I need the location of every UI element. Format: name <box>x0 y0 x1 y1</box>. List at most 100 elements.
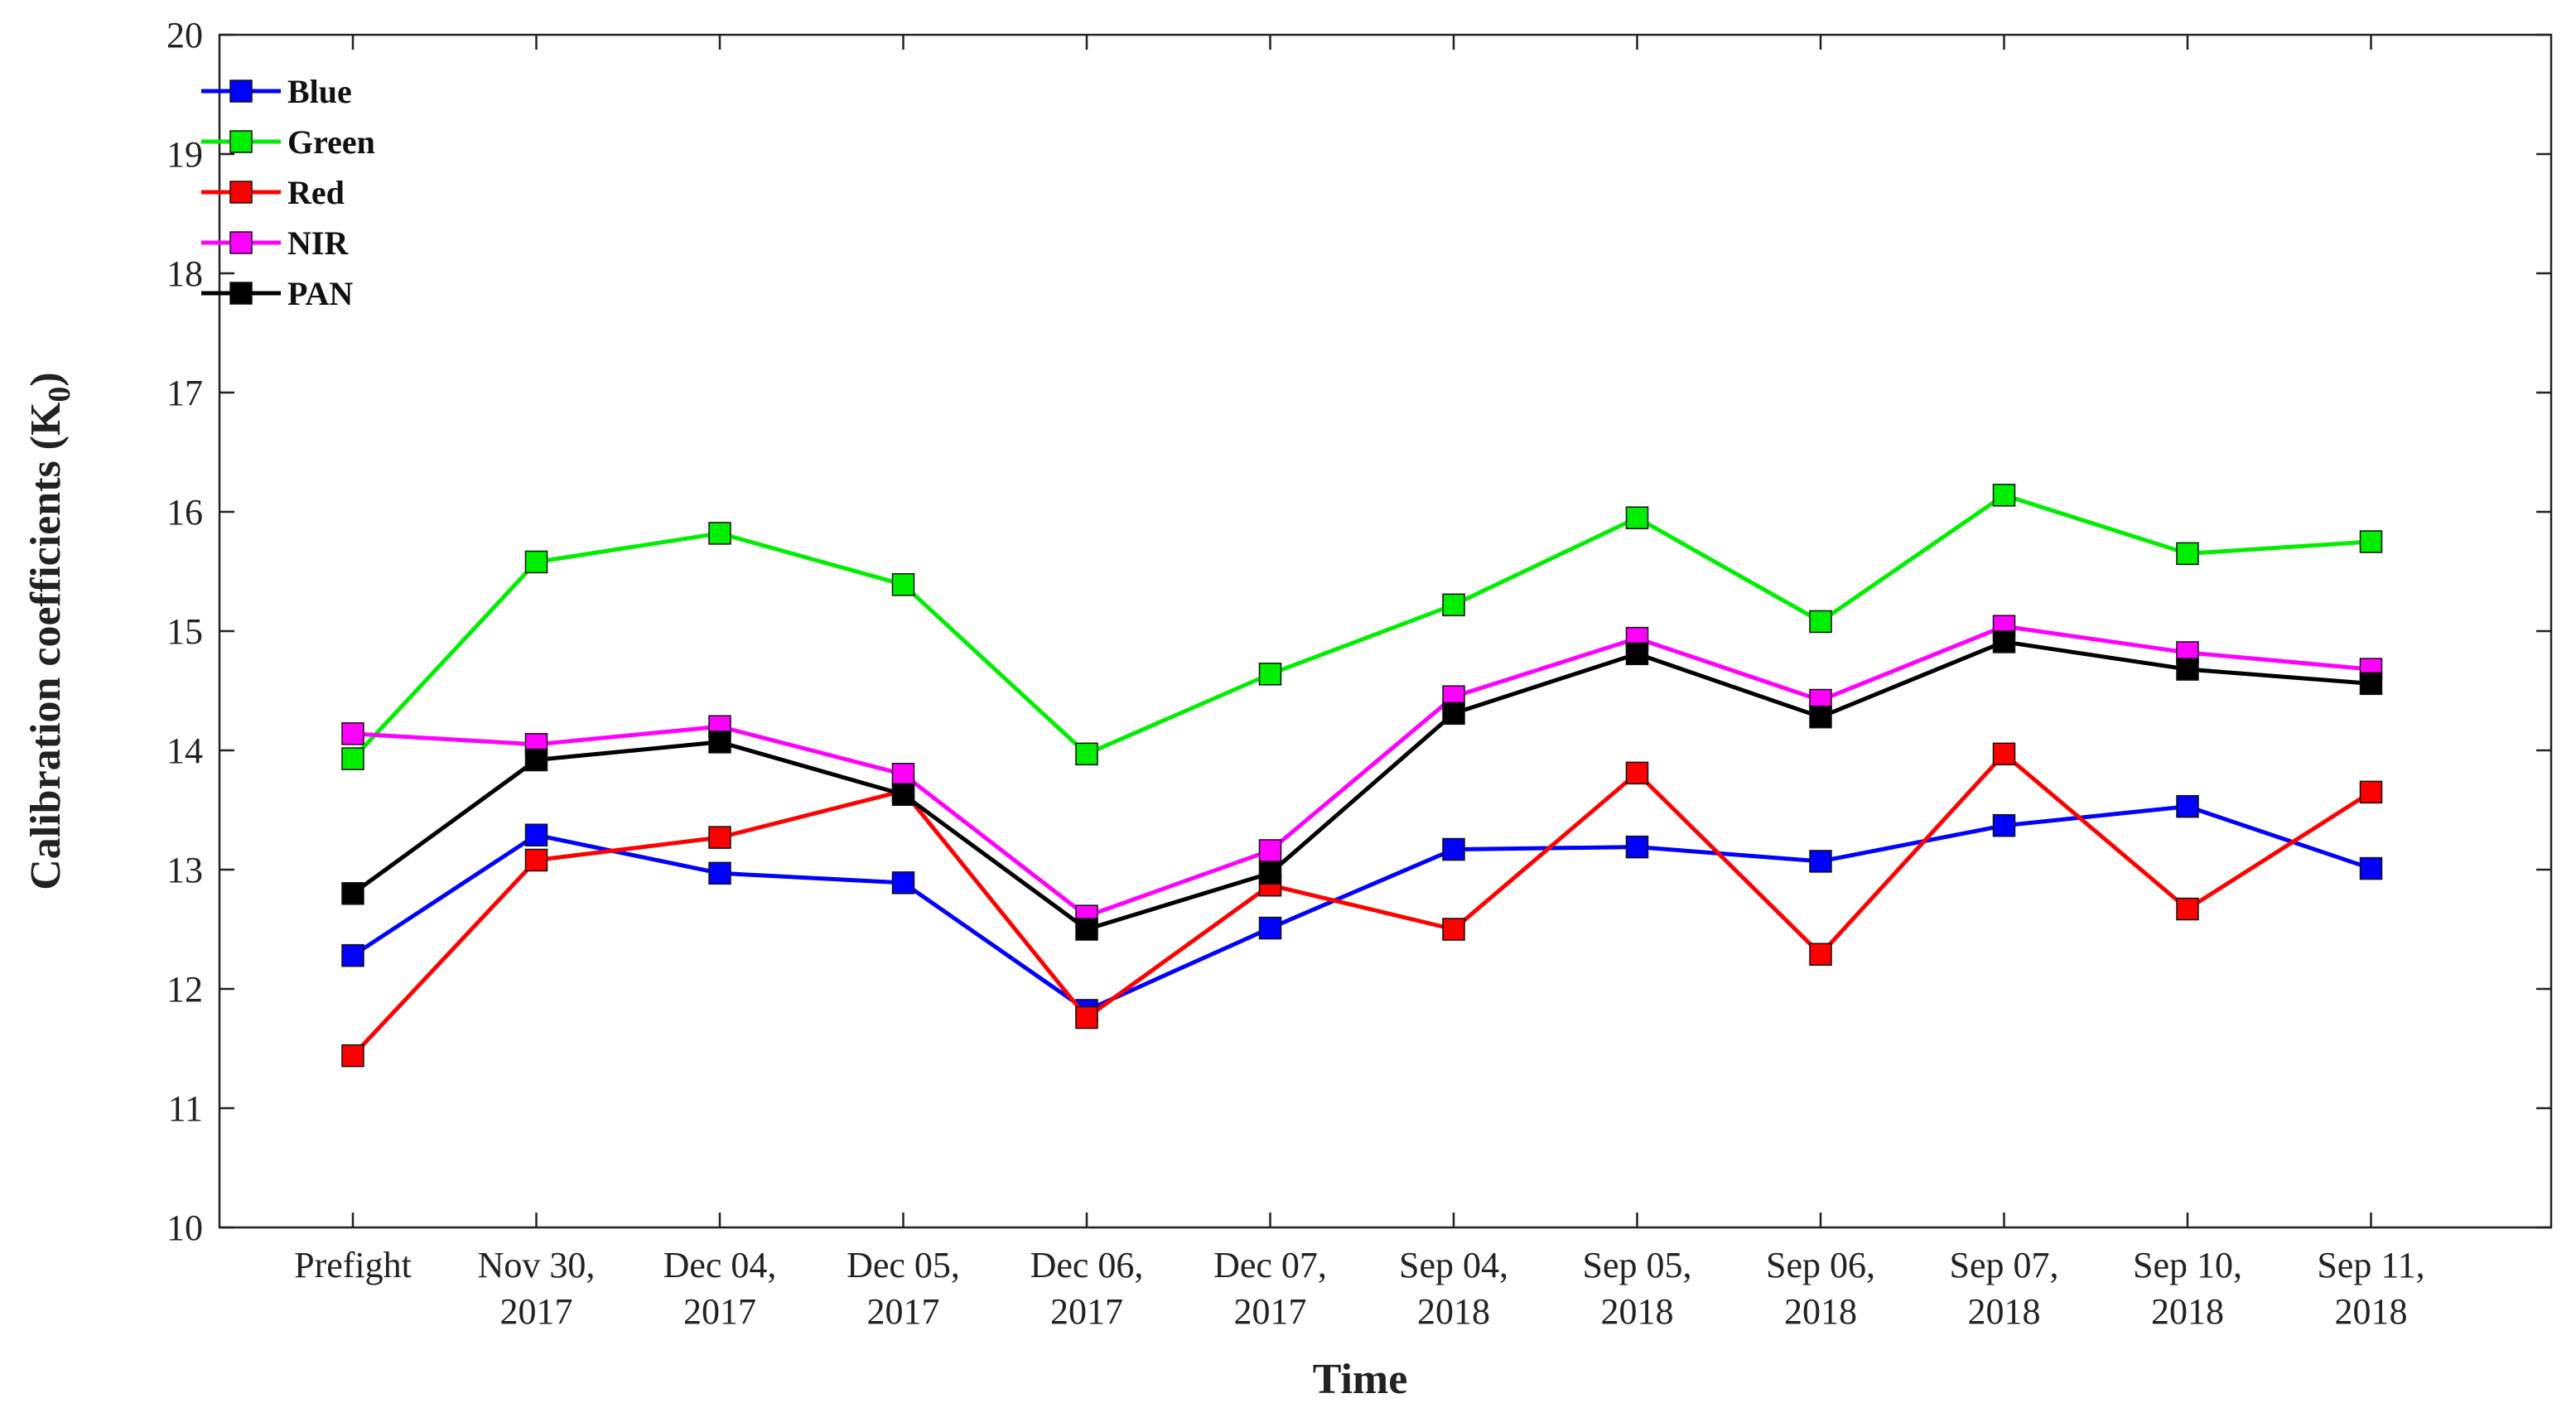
data-point-green <box>524 550 548 574</box>
x-tick-labels: Prefight Nov 30, 2017 Dec 04, 2017 Dec 05, 201… <box>294 1245 2425 1332</box>
series-pan <box>341 630 2383 941</box>
series-line-red <box>351 751 2372 1058</box>
x-tick-label-line1: Prefight <box>294 1245 412 1285</box>
x-tick-label-line1: Sep 10, <box>2133 1245 2242 1285</box>
plot-frame <box>218 33 2553 1229</box>
x-tick-label-line1: Nov 30, <box>478 1245 596 1285</box>
data-point-pan <box>1809 705 1832 729</box>
legend-label-red: Red <box>287 174 345 211</box>
legend-marker-red <box>229 181 253 204</box>
data-point-red <box>1442 918 1465 941</box>
legend-item-nir: NIR <box>201 224 349 262</box>
x-tick-label-line1: Sep 04, <box>1399 1245 1508 1285</box>
data-point-green <box>891 573 915 596</box>
legend-item-pan: PAN <box>201 275 353 312</box>
y-tick-label: 16 <box>166 492 203 533</box>
x-tick-label-line1: Dec 06, <box>1030 1245 1144 1285</box>
data-point-blue <box>708 861 731 885</box>
series-nir <box>341 615 2383 928</box>
data-point-green <box>1442 593 1465 617</box>
data-point-nir <box>891 763 915 786</box>
data-point-red <box>524 848 548 872</box>
series-line-green <box>351 493 2371 760</box>
data-point-blue <box>2176 794 2199 818</box>
data-point-pan <box>1258 861 1282 885</box>
x-tick-label-line1: Sep 06, <box>1766 1245 1875 1285</box>
data-point-pan <box>341 882 364 905</box>
series-line-nir <box>352 624 2371 919</box>
data-point-red <box>341 1044 364 1068</box>
y-tick-label: 19 <box>166 134 203 175</box>
y-tick-label: 18 <box>166 253 203 294</box>
data-point-blue <box>1258 916 1282 940</box>
x-tick-label-line2: 2017 <box>867 1291 940 1332</box>
data-point-red <box>2176 897 2199 921</box>
legend-item-red: Red <box>201 174 345 211</box>
data-point-red <box>1075 1005 1098 1029</box>
y-tick-label: 20 <box>166 15 203 55</box>
data-point-red <box>1809 943 1832 966</box>
data-point-blue <box>1992 813 2016 837</box>
data-point-pan <box>1075 918 1098 941</box>
y-tick-label: 15 <box>166 611 203 652</box>
x-tick-label-line2: 2018 <box>1968 1291 2041 1332</box>
data-point-green <box>341 747 364 770</box>
series-line-blue <box>351 804 2372 1013</box>
x-tick-label-line2: 2018 <box>1417 1291 1490 1332</box>
y-axis-label: Calibration coefficients (K0) <box>22 372 77 890</box>
data-point-red <box>1992 742 2016 766</box>
data-point-pan <box>2176 658 2199 681</box>
data-point-red <box>1625 761 1649 785</box>
y-tick-label: 12 <box>166 969 203 1010</box>
data-point-blue <box>891 871 915 894</box>
y-tick-label: 17 <box>166 373 203 413</box>
legend-marker-pan <box>229 282 253 305</box>
data-point-pan <box>1442 702 1465 726</box>
x-tick-label-line2: 2017 <box>1050 1291 1123 1332</box>
y-tick-label: 10 <box>166 1208 203 1248</box>
data-point-pan <box>1625 642 1649 666</box>
data-point-green <box>1809 610 1832 634</box>
series-line-pan <box>351 639 2371 932</box>
x-tick-label-line2: 2017 <box>683 1291 756 1332</box>
y-tick-labels: 10 11 12 13 14 15 16 17 18 19 20 <box>166 15 203 1248</box>
data-point-blue <box>341 943 364 967</box>
x-tick-label-line2: 2017 <box>500 1291 573 1332</box>
series-lines <box>341 484 2383 1068</box>
y-axis-label-suffix: ) <box>22 372 70 386</box>
data-point-green <box>1075 742 1098 766</box>
data-point-blue <box>2359 856 2383 880</box>
x-tick-label-line1: Dec 05, <box>847 1245 960 1285</box>
data-point-green <box>708 522 731 545</box>
data-point-pan <box>1992 630 2016 653</box>
data-point-blue <box>1442 837 1465 861</box>
axis-ticks <box>219 33 2551 1229</box>
legend-label-green: Green <box>287 123 375 161</box>
series-red <box>341 742 2383 1068</box>
legend-marker-nir <box>229 231 253 254</box>
legend-label-pan: PAN <box>287 275 353 312</box>
legend-marker-blue <box>229 80 253 103</box>
data-point-blue <box>1625 835 1649 859</box>
legend-marker-green <box>229 130 253 153</box>
y-axis-label-subscript: 0 <box>42 387 77 403</box>
y-tick-label: 11 <box>168 1088 203 1129</box>
x-tick-label-line1: Dec 04, <box>663 1245 777 1285</box>
x-tick-label-line2: 2018 <box>2151 1291 2224 1332</box>
data-point-blue <box>1809 850 1832 873</box>
data-point-green <box>1992 484 2016 507</box>
x-tick-label-line2: 2017 <box>1234 1291 1307 1332</box>
legend: Blue Green Red NIR PAN <box>201 73 375 312</box>
legend-label-blue: Blue <box>287 73 352 110</box>
data-point-green <box>1258 663 1282 686</box>
data-point-pan <box>708 731 731 754</box>
data-point-pan <box>891 783 915 807</box>
data-point-nir <box>341 722 364 745</box>
y-axis-label-main: Calibration coefficients (K <box>22 402 70 890</box>
x-tick-label-line2: 2018 <box>2335 1291 2408 1332</box>
x-tick-label-line1: Sep 11, <box>2317 1245 2424 1285</box>
data-point-blue <box>524 823 548 846</box>
data-point-green <box>2176 542 2199 566</box>
x-tick-label-line2: 2018 <box>1784 1291 1857 1332</box>
